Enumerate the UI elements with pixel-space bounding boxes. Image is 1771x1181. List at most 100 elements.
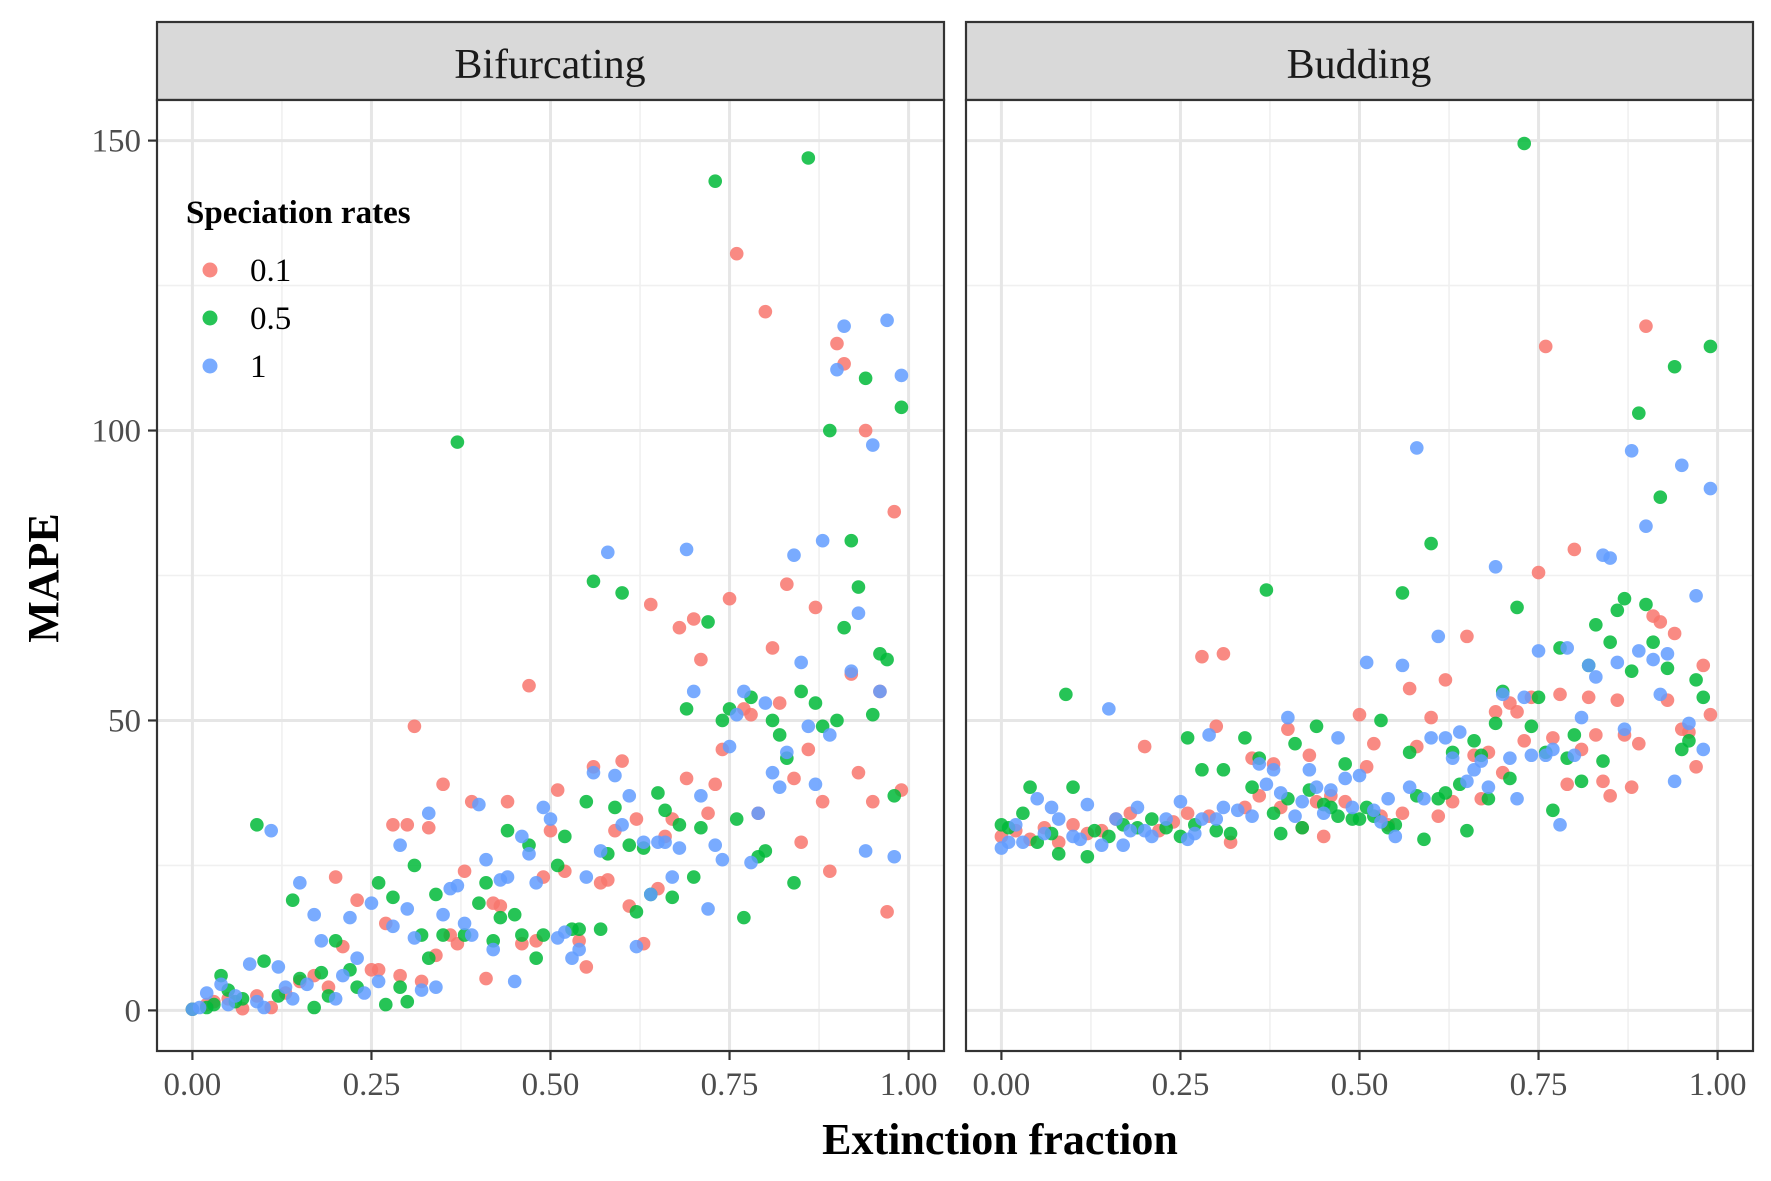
data-point — [1703, 481, 1718, 496]
data-point — [1130, 800, 1145, 815]
data-point — [1245, 809, 1259, 823]
data-point — [400, 902, 415, 916]
data-point — [421, 951, 436, 966]
data-point — [436, 907, 450, 922]
y-axis-title: MAPE — [19, 513, 68, 643]
data-point — [1309, 719, 1324, 734]
data-point — [593, 922, 608, 937]
data-point — [1653, 615, 1668, 629]
y-axis: 0 50 100 150 — [92, 124, 157, 1029]
data-point — [479, 852, 493, 867]
data-point — [1639, 519, 1653, 534]
data-point — [493, 899, 508, 913]
data-point — [336, 968, 350, 983]
data-point — [851, 606, 866, 620]
data-point — [572, 922, 586, 937]
data-point — [1560, 641, 1574, 655]
data-point — [629, 812, 644, 826]
data-point — [407, 719, 422, 734]
data-point — [1316, 829, 1331, 844]
data-point — [1159, 812, 1173, 826]
data-point — [715, 713, 730, 728]
data-point — [522, 678, 536, 693]
data-point — [1624, 444, 1639, 458]
data-point — [1495, 687, 1510, 702]
data-point — [1352, 812, 1367, 826]
data-point — [665, 870, 680, 884]
data-point — [615, 754, 629, 768]
data-point — [686, 684, 701, 699]
data-point — [758, 304, 773, 319]
data-point — [1388, 818, 1403, 832]
data-point — [1352, 768, 1367, 783]
data-point — [865, 707, 880, 722]
data-point — [1667, 626, 1682, 641]
data-point — [1682, 716, 1696, 731]
data-point — [794, 835, 808, 850]
data-point — [1660, 661, 1675, 676]
data-point — [1324, 783, 1338, 797]
legend-key — [202, 262, 218, 278]
data-point — [1424, 710, 1438, 725]
data-point — [1001, 835, 1016, 850]
data-point — [307, 907, 321, 922]
data-point — [815, 794, 830, 809]
data-point — [701, 902, 715, 916]
data-point — [1696, 658, 1711, 673]
data-point — [1474, 754, 1489, 768]
data-point — [772, 728, 787, 742]
data-point — [450, 435, 465, 449]
data-point — [293, 876, 307, 890]
data-point — [1302, 762, 1317, 777]
data-point — [765, 641, 780, 655]
data-point — [765, 713, 780, 728]
data-point — [1080, 849, 1095, 864]
data-point — [1409, 441, 1424, 455]
legend-title: Speciation rates — [186, 195, 411, 231]
data-point — [744, 855, 758, 870]
data-point — [1596, 774, 1610, 789]
x-axis-budding: 0.00 0.25 0.50 0.75 1.00 — [973, 1051, 1747, 1103]
data-point — [1689, 673, 1703, 687]
data-point — [371, 876, 386, 890]
panel-budding: Budding — [964, 20, 1755, 1053]
data-point — [694, 652, 708, 667]
y-tick-label: 0 — [125, 993, 142, 1029]
data-point — [1438, 673, 1453, 687]
data-point — [758, 844, 773, 858]
data-point — [865, 794, 880, 809]
data-point — [1395, 806, 1410, 821]
data-point — [1610, 655, 1625, 670]
data-point — [837, 620, 851, 635]
data-point — [672, 620, 687, 635]
data-point — [386, 919, 400, 934]
data-point — [1610, 603, 1625, 618]
data-point — [1051, 847, 1066, 861]
data-point — [837, 319, 851, 333]
data-point — [507, 907, 522, 922]
data-point — [529, 876, 543, 890]
data-point — [1195, 812, 1209, 826]
data-point — [823, 423, 837, 438]
data-point — [1238, 731, 1252, 745]
data-point — [1581, 690, 1596, 705]
x-tick-label: 1.00 — [1689, 1067, 1747, 1103]
data-point — [1302, 748, 1317, 763]
data-point — [1646, 652, 1660, 667]
data-point — [1295, 820, 1310, 835]
data-point — [1094, 838, 1109, 852]
legend-label: 0.5 — [250, 301, 291, 337]
data-point — [679, 542, 694, 557]
data-point — [257, 1000, 271, 1015]
data-point — [651, 786, 665, 800]
data-point — [1037, 826, 1052, 841]
data-point — [515, 829, 529, 844]
data-point — [794, 684, 808, 699]
data-point — [894, 400, 909, 415]
data-point — [1589, 728, 1603, 742]
data-point — [1216, 800, 1231, 815]
data-point — [314, 934, 329, 948]
data-point — [550, 858, 565, 873]
data-point — [1567, 542, 1582, 557]
data-point — [1481, 791, 1496, 806]
